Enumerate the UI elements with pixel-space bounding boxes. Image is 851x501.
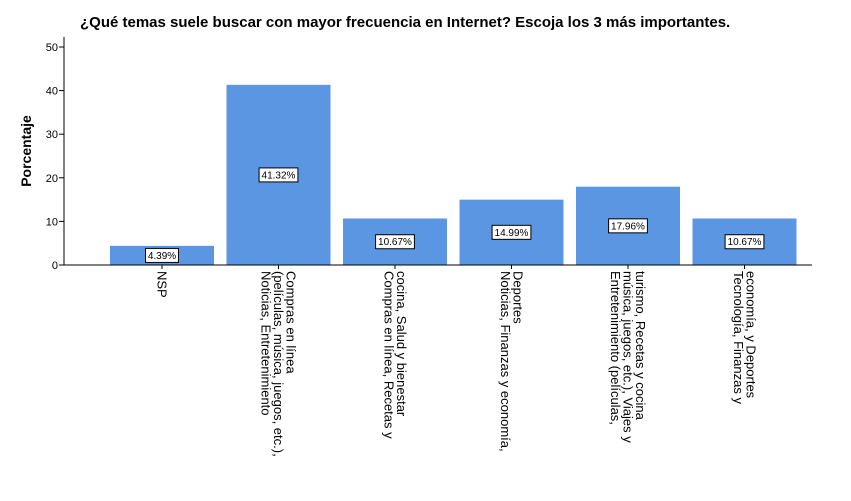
category-label-line: cocina, Salud y bienestar: [394, 271, 409, 417]
data-label: 17.96%: [608, 218, 648, 234]
category-label: NSP: [155, 271, 170, 298]
data-label-box: [258, 167, 299, 183]
data-label: 4.39%: [145, 247, 179, 263]
data-label: 41.32%: [258, 167, 299, 183]
data-label-text: 10.67%: [378, 237, 412, 248]
category-label-line: turismo, Recetas y cocina: [633, 271, 648, 421]
category-label-line: (películas, música, juegos, etc.),: [271, 271, 286, 457]
category-label-line: Deportes: [510, 271, 525, 324]
data-label-box: [145, 247, 179, 263]
y-axis-label: Porcentaje: [18, 115, 34, 187]
y-tick-label: 30: [46, 129, 58, 141]
category-label: Noticias, Finanzas y economía,Deportes: [498, 271, 526, 452]
data-label: 14.99%: [491, 224, 532, 240]
category-label-line: economía, y Deportes: [743, 271, 758, 399]
category-label-line: Tecnología, Finanzas y: [731, 271, 746, 404]
y-tick-label: 20: [46, 173, 58, 185]
data-label-text: 10.67%: [728, 237, 762, 248]
data-label: 10.67%: [724, 234, 765, 250]
data-labels: 4.39% 41.32% 10.67% 14.99% 17.96% 10.67%: [145, 167, 765, 263]
category-label-line: NSP: [155, 271, 170, 298]
category-label: Entretenimiento (películas,música, juego…: [608, 271, 648, 443]
y-tick-label: 10: [46, 216, 58, 228]
category-label-line: Noticias, Entretenimiento: [259, 271, 274, 416]
category-label-line: Noticias, Finanzas y economía,: [498, 271, 513, 452]
y-tick-label: 50: [46, 42, 58, 54]
y-tick-label: 0: [52, 260, 58, 272]
category-labels: NSP Noticias, Entretenimiento(películas, …: [155, 271, 759, 457]
category-label-line: Compras en línea: [284, 271, 299, 374]
y-tick-label: 40: [46, 86, 58, 98]
chart-title: ¿Qué temas suele buscar con mayor frecue…: [80, 14, 730, 31]
category-label: Noticias, Entretenimiento(películas, mús…: [259, 271, 299, 457]
category-label-line: música, juegos, etc.), Viajes y: [621, 271, 636, 443]
data-label-text: 41.32%: [262, 170, 296, 181]
data-label-box: [375, 234, 415, 250]
category-label-line: Entretenimiento (películas,: [608, 271, 623, 425]
data-label-box: [491, 224, 532, 240]
bars: [110, 84, 797, 269]
data-label: 10.67%: [375, 234, 415, 250]
data-label-text: 4.39%: [148, 251, 176, 262]
data-label-box: [724, 234, 765, 250]
data-label-box: [608, 218, 648, 234]
category-label-line: Compras en línea, Recetas y: [381, 271, 396, 439]
data-label-text: 14.99%: [495, 228, 529, 239]
y-axis: 0 10 20 30 40 50: [46, 42, 64, 272]
data-label-text: 17.96%: [611, 221, 645, 232]
